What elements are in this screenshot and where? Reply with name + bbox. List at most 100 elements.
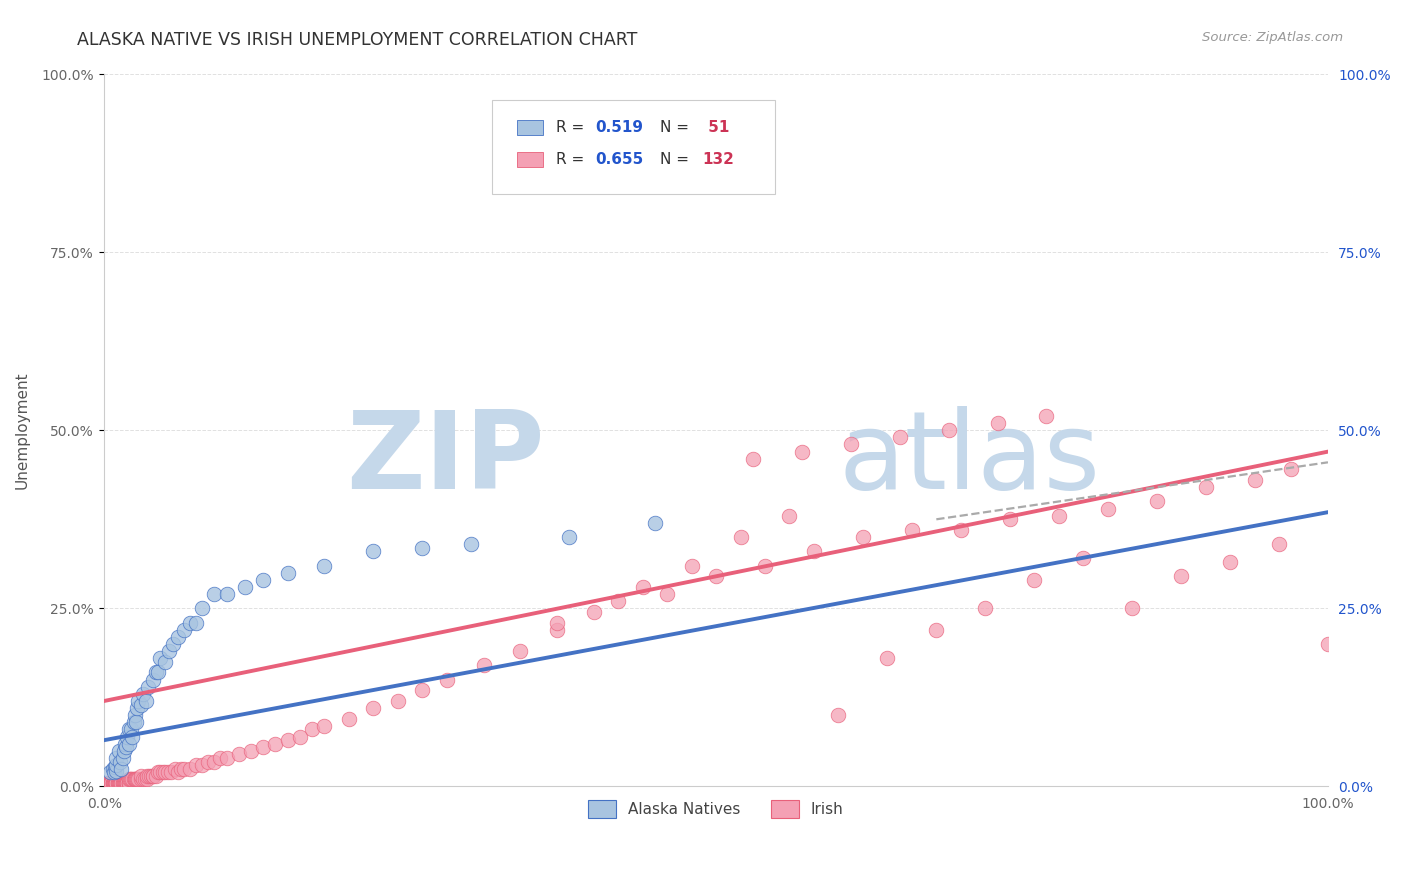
Point bbox=[129, 769, 152, 783]
Point bbox=[152, 765, 174, 780]
Point bbox=[314, 719, 336, 733]
Point bbox=[129, 772, 152, 787]
Point bbox=[105, 776, 128, 790]
Point bbox=[108, 755, 131, 769]
Point bbox=[117, 730, 139, 744]
Point bbox=[127, 701, 149, 715]
Point bbox=[125, 715, 148, 730]
Point bbox=[117, 776, 139, 790]
Point bbox=[162, 637, 184, 651]
Point bbox=[142, 769, 165, 783]
Point bbox=[157, 644, 180, 658]
Point bbox=[98, 776, 121, 790]
Point bbox=[112, 776, 135, 790]
Point bbox=[97, 776, 120, 790]
Point bbox=[949, 523, 972, 537]
Point bbox=[136, 680, 159, 694]
Point bbox=[115, 776, 138, 790]
Point bbox=[146, 665, 169, 680]
Point bbox=[436, 673, 458, 687]
Point bbox=[460, 537, 482, 551]
Point bbox=[472, 658, 495, 673]
Point bbox=[974, 601, 997, 615]
Point bbox=[110, 762, 132, 776]
Point bbox=[1279, 462, 1302, 476]
Point bbox=[117, 776, 139, 790]
Point bbox=[202, 587, 225, 601]
Text: atlas: atlas bbox=[838, 406, 1101, 512]
Point bbox=[103, 765, 125, 780]
Point bbox=[114, 776, 136, 790]
Point bbox=[108, 776, 131, 790]
Point bbox=[117, 737, 139, 751]
Point bbox=[114, 737, 136, 751]
Point bbox=[925, 623, 948, 637]
Point bbox=[108, 776, 131, 790]
Point bbox=[103, 776, 125, 790]
Point bbox=[105, 776, 128, 790]
Point bbox=[104, 776, 127, 790]
Point bbox=[191, 758, 214, 772]
Point bbox=[139, 769, 162, 783]
Point bbox=[101, 776, 124, 790]
Point bbox=[145, 769, 167, 783]
Point bbox=[582, 605, 605, 619]
Point bbox=[105, 776, 128, 790]
Point bbox=[117, 772, 139, 787]
Point bbox=[1035, 409, 1057, 423]
Point bbox=[986, 416, 1008, 430]
Point bbox=[363, 701, 385, 715]
Point bbox=[103, 776, 125, 790]
Point bbox=[135, 694, 157, 708]
Point bbox=[288, 730, 311, 744]
Point bbox=[166, 765, 188, 780]
Point bbox=[741, 451, 763, 466]
Point bbox=[631, 580, 654, 594]
Point bbox=[546, 623, 568, 637]
Point bbox=[839, 437, 862, 451]
Point bbox=[124, 772, 146, 787]
Point bbox=[938, 423, 960, 437]
Point bbox=[129, 698, 152, 712]
Point bbox=[117, 723, 139, 737]
Text: N =: N = bbox=[659, 120, 693, 135]
Point bbox=[120, 723, 142, 737]
Point bbox=[730, 530, 752, 544]
Point bbox=[105, 776, 128, 790]
Point bbox=[115, 776, 138, 790]
Point bbox=[108, 744, 131, 758]
Point bbox=[179, 762, 201, 776]
Point bbox=[98, 776, 121, 790]
Point bbox=[363, 544, 385, 558]
Point bbox=[301, 723, 323, 737]
Point bbox=[252, 573, 274, 587]
Text: 0.655: 0.655 bbox=[595, 152, 643, 167]
Point bbox=[387, 694, 409, 708]
Point bbox=[118, 772, 141, 787]
Point bbox=[111, 776, 134, 790]
Point bbox=[155, 765, 177, 780]
Point bbox=[681, 558, 703, 573]
Point bbox=[107, 776, 129, 790]
Point bbox=[101, 762, 124, 776]
Point bbox=[889, 430, 911, 444]
Point bbox=[124, 772, 146, 787]
Point bbox=[114, 776, 136, 790]
Point bbox=[124, 708, 146, 723]
Point bbox=[122, 715, 145, 730]
Point bbox=[120, 772, 142, 787]
Point bbox=[1170, 569, 1192, 583]
Point bbox=[142, 673, 165, 687]
Point bbox=[754, 558, 776, 573]
Point bbox=[209, 751, 232, 765]
Text: 51: 51 bbox=[703, 120, 728, 135]
Point bbox=[111, 751, 134, 765]
Point bbox=[1146, 494, 1168, 508]
Point bbox=[132, 687, 155, 701]
Text: R =: R = bbox=[555, 152, 589, 167]
Point bbox=[101, 776, 124, 790]
Point bbox=[1194, 480, 1216, 494]
Point bbox=[98, 776, 121, 790]
Point bbox=[644, 516, 666, 530]
Point bbox=[1097, 501, 1119, 516]
